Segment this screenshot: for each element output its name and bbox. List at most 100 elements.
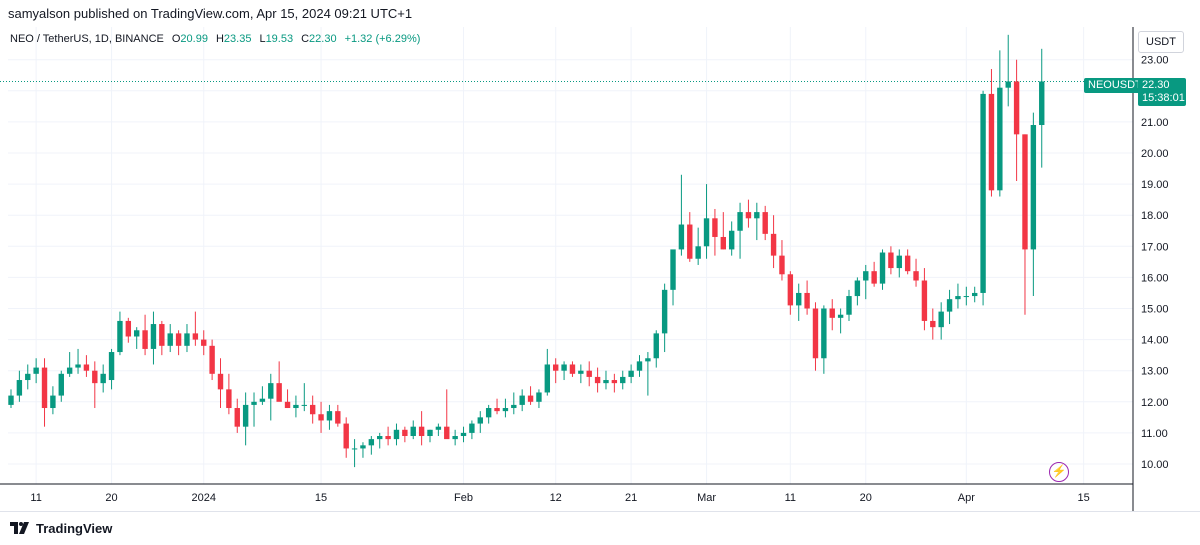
y-tick-label: 18.00 [1141, 210, 1169, 222]
candle-up [293, 404, 299, 409]
candle-down [921, 280, 928, 321]
candle-up [460, 432, 467, 437]
candle-up [536, 392, 542, 402]
candle-up [678, 224, 685, 250]
candle-up [821, 308, 827, 359]
candle-up [368, 439, 375, 446]
candle-down [41, 367, 48, 409]
candle-up [8, 395, 14, 405]
lightning-icon[interactable]: ⚡ [1049, 462, 1069, 482]
x-tick-label: 11 [785, 492, 796, 504]
candle-up [645, 358, 651, 362]
candle-up [661, 289, 668, 334]
candle-up [796, 292, 802, 306]
candle-up [251, 401, 257, 405]
candle-down [804, 292, 810, 309]
close-label: C [301, 33, 310, 45]
ticker-price-tag: NEOUSDT [1084, 78, 1146, 93]
candle-up [469, 423, 475, 433]
last-price-tag: 22.30 15:38:01 [1138, 78, 1186, 106]
candle-up [377, 436, 383, 440]
y-tick-label: 23.00 [1141, 55, 1169, 67]
candle-up [351, 448, 358, 450]
candle-up [360, 445, 366, 449]
candle-up [184, 333, 190, 346]
x-tick-label: 15 [315, 492, 327, 504]
candle-down [527, 395, 534, 402]
y-tick-label: 10.00 [1141, 459, 1169, 471]
open-label: O [171, 33, 181, 45]
candle-up [58, 373, 64, 396]
y-tick-label: 21.00 [1141, 117, 1169, 129]
y-tick-label: 11.00 [1141, 428, 1168, 440]
candle-down [92, 370, 98, 384]
candle-down [787, 274, 794, 306]
open-value: 20.99 [180, 33, 208, 45]
candle-down [335, 411, 341, 424]
candle-up [326, 411, 333, 421]
candle-up [754, 212, 760, 219]
currency-button[interactable]: USDT [1138, 31, 1184, 53]
candle-up [242, 404, 249, 427]
candle-down [418, 426, 425, 437]
x-tick-label: 15 [1078, 492, 1090, 504]
top-bar: samyalson published on TradingView.com, … [0, 0, 1200, 27]
candle-up [1039, 81, 1045, 126]
tradingview-brand: TradingView [36, 520, 113, 536]
y-tick-label: 17.00 [1141, 241, 1169, 253]
candle-up [268, 383, 274, 399]
candle-down [594, 376, 601, 384]
candle-up [670, 249, 676, 290]
x-tick-label: Mar [697, 492, 716, 504]
candle-up [427, 429, 433, 437]
candle-up [837, 314, 844, 318]
candle-down [142, 330, 148, 349]
y-tick-label: 16.00 [1141, 272, 1169, 284]
candle-up [561, 364, 567, 371]
candle-up [485, 408, 492, 418]
candle-up [636, 361, 643, 371]
publish-info: samyalson published on TradingView.com, … [8, 6, 413, 21]
candle-up [737, 212, 743, 231]
x-tick-label: 11 [30, 492, 41, 504]
candle-up [1030, 125, 1037, 250]
candle-up [544, 364, 551, 393]
candle-down [569, 364, 576, 374]
candle-down [586, 370, 592, 377]
candle-down [913, 271, 919, 281]
candle-up [578, 370, 584, 374]
candle-down [309, 404, 316, 415]
candle-down [1022, 134, 1028, 250]
candle-up [502, 408, 509, 412]
candle-up [511, 404, 517, 409]
candlestick-chart[interactable]: 10.00 11.00 12.00 13.00 14.00 15.00 16.00 17.00… [0, 0, 1200, 511]
close-value: 22.30 [309, 33, 337, 45]
change-value: +1.32 (+6.29%) [344, 33, 421, 45]
candle-up [452, 436, 458, 440]
candle-up [955, 296, 961, 300]
x-tick-label: 20 [860, 492, 872, 504]
candle-down [871, 271, 877, 284]
low-value: 19.53 [265, 33, 294, 45]
candle-up [854, 280, 861, 297]
candle-up [846, 296, 852, 315]
x-tick-label: 21 [625, 492, 637, 504]
x-tick-label: Feb [454, 492, 473, 504]
high-value: 23.35 [223, 33, 252, 45]
tradingview-logo[interactable]: TradingView [10, 520, 112, 536]
candle-up [50, 395, 56, 409]
candle-down [284, 401, 291, 409]
candle-up [963, 296, 970, 298]
candle-up [938, 311, 944, 328]
candle-down [201, 339, 207, 346]
candle-down [988, 93, 995, 191]
candle-up [301, 404, 307, 406]
candle-up [150, 324, 157, 349]
candle-up [435, 426, 442, 430]
candle-down [762, 212, 768, 234]
candle-up [980, 93, 986, 293]
symbol-name: NEO / TetherUS, 1D, BINANCE [10, 33, 164, 45]
candle-down [904, 255, 911, 272]
candle-up [879, 252, 886, 284]
x-tick-label: 2024 [191, 492, 215, 504]
